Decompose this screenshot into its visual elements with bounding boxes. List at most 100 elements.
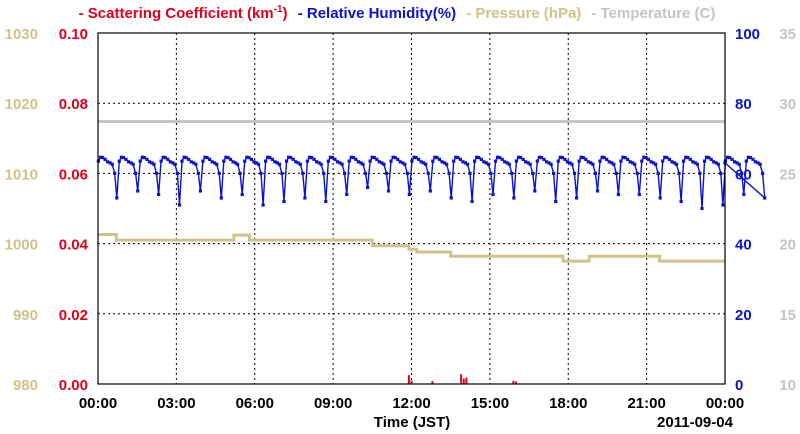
- x-tick-label: 18:00: [549, 395, 587, 412]
- humidity-point: [521, 157, 525, 161]
- humidity-point: [435, 156, 439, 160]
- humidity-point: [447, 171, 451, 175]
- humidity-point: [614, 171, 618, 175]
- humidity-point: [208, 157, 212, 161]
- humidity-point: [456, 156, 460, 160]
- humidity-point: [108, 161, 112, 165]
- humidity-point: [570, 162, 574, 166]
- humidity-point: [763, 196, 767, 200]
- humidity-point: [398, 160, 402, 164]
- humidity-point: [407, 192, 412, 197]
- humidity-point: [753, 160, 758, 164]
- humidity-point: [393, 156, 397, 160]
- humidity-point: [124, 157, 128, 161]
- humidity-point: [651, 161, 656, 165]
- humidity-point: [121, 156, 126, 160]
- humidity-point: [737, 162, 741, 166]
- humidity-point: [628, 160, 632, 164]
- humidity-point: [366, 185, 370, 190]
- humidity-point: [422, 161, 426, 165]
- humidity-point: [338, 161, 342, 165]
- humidity-point: [591, 162, 595, 166]
- humidity-axis-tick-label: 100: [735, 26, 760, 43]
- humidity-point: [712, 160, 716, 164]
- humidity-point: [217, 171, 221, 175]
- x-tick-label: 09:00: [314, 395, 352, 412]
- humidity-point: [714, 161, 718, 165]
- humidity-point: [351, 156, 355, 160]
- x-tick-label: 15:00: [471, 395, 509, 412]
- humidity-point: [417, 157, 421, 161]
- humidity-point: [500, 157, 504, 161]
- humidity-point: [605, 157, 609, 161]
- series-pressure-line: [98, 232, 725, 263]
- temperature-axis-tick-label: 15: [779, 307, 796, 324]
- humidity-point: [201, 159, 205, 163]
- humidity-point: [275, 161, 279, 165]
- humidity-point: [372, 156, 376, 160]
- x-tick-label: 00:00: [79, 395, 117, 412]
- humidity-point: [136, 189, 140, 193]
- humidity-point: [382, 162, 386, 166]
- humidity-point: [180, 159, 184, 163]
- humidity-point: [461, 160, 465, 164]
- temperature-axis-tick-label: 10: [779, 377, 796, 394]
- temperature-axis-tick-label: 35: [779, 26, 796, 43]
- humidity-point: [309, 156, 314, 160]
- humidity-point: [182, 155, 186, 159]
- x-tick-label: 21:00: [627, 395, 665, 412]
- humidity-point: [296, 161, 300, 165]
- humidity-point: [224, 155, 228, 159]
- humidity-point: [222, 159, 226, 163]
- humidity-point: [326, 159, 330, 163]
- humidity-point: [479, 157, 483, 161]
- humidity-point: [539, 156, 544, 160]
- humidity-point: [396, 157, 400, 161]
- humidity-point: [558, 155, 562, 159]
- humidity-point: [142, 156, 146, 160]
- humidity-point: [552, 171, 556, 175]
- humidity-point: [642, 155, 646, 159]
- humidity-point: [414, 156, 418, 160]
- humidity-point: [644, 156, 648, 160]
- humidity-point: [463, 161, 468, 165]
- humidity-point: [205, 156, 209, 160]
- humidity-point: [375, 157, 379, 161]
- humidity-point: [452, 159, 456, 163]
- humidity-point: [131, 162, 135, 166]
- humidity-point: [496, 155, 500, 159]
- x-axis: 00:00 03:00 06:00 09:00 12:00 15:00 18:00 21:00…: [79, 395, 744, 431]
- scattering-axis-tick-label: 0.10: [59, 26, 88, 43]
- humidity-point: [317, 161, 321, 165]
- humidity-point: [544, 160, 549, 164]
- humidity-point: [386, 189, 391, 193]
- humidity-point: [682, 159, 686, 163]
- humidity-point: [315, 160, 319, 164]
- humidity-point: [535, 159, 539, 163]
- humidity-point: [719, 171, 723, 175]
- humidity-point: [345, 192, 349, 197]
- humidity-point: [445, 162, 449, 166]
- humidity-point: [698, 171, 702, 175]
- humidity-point: [192, 161, 196, 165]
- humidity-point: [572, 171, 577, 175]
- pressure-axis-tick-label: 1010: [5, 166, 38, 183]
- humidity-point: [470, 199, 474, 204]
- humidity-point: [619, 159, 623, 163]
- humidity-point: [486, 162, 491, 166]
- humidity-point: [518, 156, 523, 160]
- scattering-axis-tick-label: 0.00: [59, 377, 88, 394]
- x-tick-label: 00:00: [706, 395, 744, 412]
- pressure-axis-tick-label: 980: [13, 377, 38, 394]
- temperature-axis-tick-label: 20: [779, 237, 796, 254]
- humidity-point: [584, 157, 588, 161]
- humidity-point: [612, 162, 616, 166]
- humidity-point: [581, 156, 585, 160]
- humidity-point: [709, 157, 713, 161]
- humidity-axis-tick-label: 40: [735, 237, 752, 254]
- humidity-point: [147, 160, 152, 164]
- humidity-point: [264, 159, 268, 163]
- humidity-point: [363, 171, 368, 175]
- humidity-axis: 0 20 40 60 80 100: [735, 26, 760, 394]
- humidity-point: [565, 160, 570, 164]
